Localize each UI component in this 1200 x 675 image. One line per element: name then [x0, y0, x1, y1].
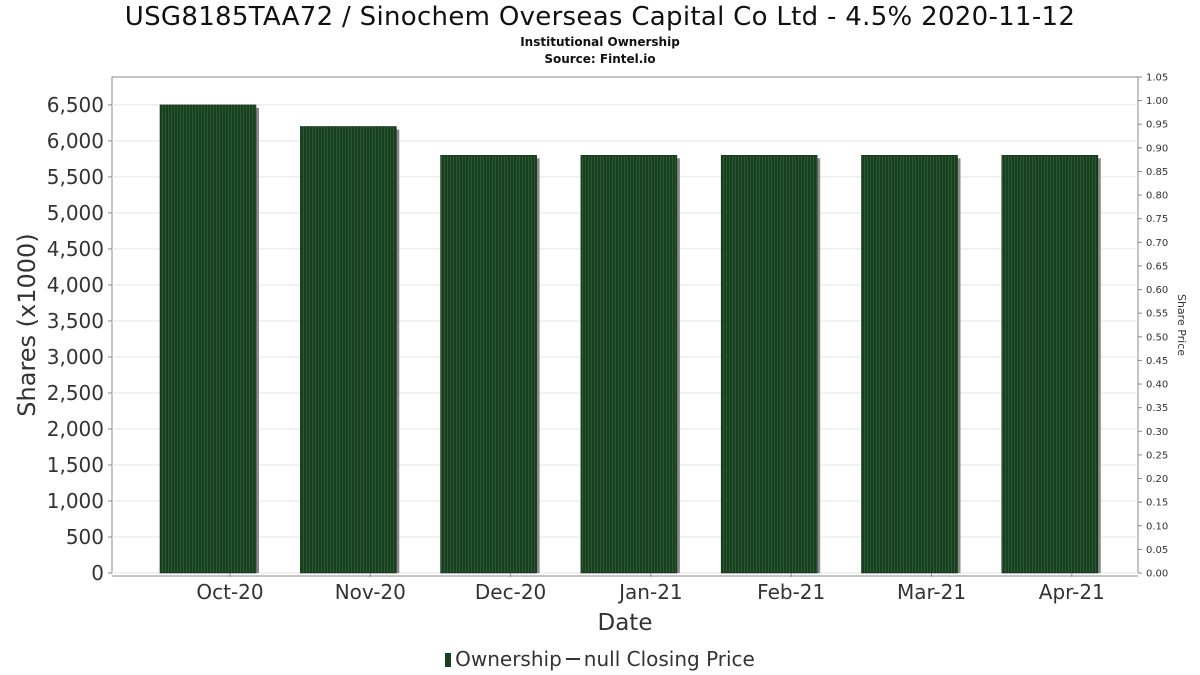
x-tick-label: Nov-20: [335, 580, 406, 604]
ownership-bar: [299, 126, 397, 574]
ownership-legend-swatch: [445, 653, 452, 667]
y2-tick-label: 0.10: [1146, 521, 1168, 532]
y2-tick-label: 0.95: [1146, 120, 1168, 131]
y-tick-label: 1,500: [47, 453, 104, 477]
y2-tick-label: 0.30: [1146, 427, 1168, 438]
ownership-bar: [580, 155, 678, 574]
y2-tick-label: 0.35: [1146, 403, 1168, 414]
x-tick-label: Oct-20: [196, 580, 263, 604]
y-tick-label: 5,000: [47, 201, 104, 225]
y2-tick-label: 0.60: [1146, 285, 1168, 296]
ownership-bar: [159, 104, 257, 574]
y-tick-label: 2,000: [47, 417, 104, 441]
y-tick-label: 500: [66, 525, 104, 549]
y2-tick-label: 0.15: [1146, 498, 1168, 509]
y-tick-label: 4,000: [47, 273, 104, 297]
chart-subtitle: Institutional Ownership: [520, 35, 680, 49]
y2-tick-label: 0.25: [1146, 450, 1168, 461]
x-tick-label: Mar-21: [897, 580, 966, 604]
y-tick-label: 2,500: [47, 381, 104, 405]
ownership-bar: [1001, 155, 1099, 574]
ownership-legend-label: Ownership: [455, 647, 562, 671]
y2-tick-label: 0.00: [1146, 569, 1168, 580]
x-tick-label: Jan-21: [617, 580, 683, 604]
y2-tick-label: 0.05: [1146, 545, 1168, 556]
y-tick-label: 6,000: [47, 129, 104, 153]
y2-tick-label: 0.40: [1146, 380, 1168, 391]
ownership-bar: [861, 155, 958, 574]
y2-tick-label: 0.45: [1146, 356, 1168, 367]
y2-tick-label: 0.55: [1146, 309, 1168, 320]
price-legend-label: null Closing Price: [583, 647, 755, 671]
ownership-bar: [440, 155, 537, 574]
y-tick-label: 3,500: [47, 309, 104, 333]
y2-axis-title: Share Price: [1175, 294, 1188, 356]
y-tick-label: 1,000: [47, 489, 104, 513]
y2-tick-label: 0.65: [1146, 261, 1168, 272]
y-tick-label: 6,500: [47, 93, 104, 117]
y2-tick-label: 0.80: [1146, 191, 1168, 202]
y-axis-title: Shares (x1000): [13, 233, 41, 416]
y2-tick-label: 1.00: [1146, 96, 1168, 107]
y2-tick-label: 0.50: [1146, 332, 1168, 343]
y2-tick-label: 0.75: [1146, 214, 1168, 225]
y2-tick-label: 1.05: [1146, 73, 1168, 84]
x-tick-label: Dec-20: [475, 580, 546, 604]
x-tick-label: Apr-21: [1039, 580, 1105, 604]
chart-legend: Ownership null Closing Price: [0, 647, 1200, 671]
y2-tick-label: 0.20: [1146, 474, 1168, 485]
y-tick-label: 3,000: [47, 345, 104, 369]
price-legend-line: [565, 658, 580, 660]
chart-title: USG8185TAA72 / Sinochem Overseas Capital…: [124, 2, 1076, 32]
x-tick-label: Feb-21: [757, 580, 825, 604]
ownership-bar: [720, 155, 818, 574]
chart-source: Source: Fintel.io: [544, 52, 656, 66]
y2-tick-label: 0.90: [1146, 143, 1168, 154]
y-tick-label: 5,500: [47, 165, 104, 189]
y2-tick-label: 0.70: [1146, 238, 1168, 249]
y2-tick-label: 0.85: [1146, 167, 1168, 178]
x-axis-title: Date: [598, 610, 653, 636]
y-tick-label: 0: [91, 561, 104, 585]
y-tick-label: 4,500: [47, 237, 104, 261]
